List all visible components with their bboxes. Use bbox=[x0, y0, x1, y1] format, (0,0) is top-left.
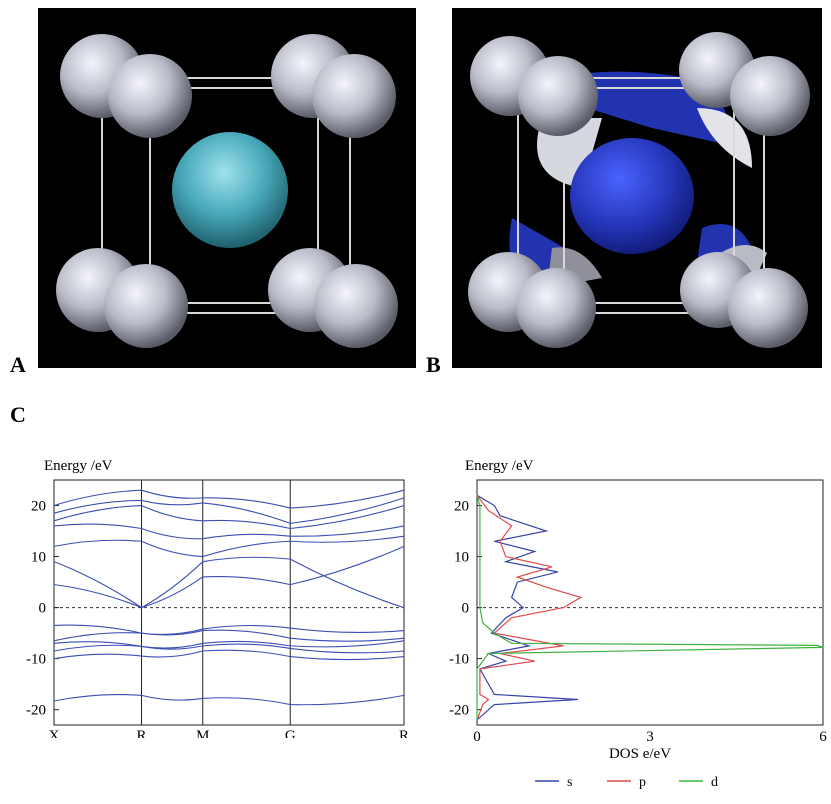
band-line bbox=[53, 523, 405, 540]
band-line bbox=[53, 556, 405, 609]
corner-atom bbox=[518, 56, 598, 136]
corner-atom bbox=[104, 264, 188, 348]
y-tick-label: -20 bbox=[449, 703, 469, 719]
x-tick-label: X bbox=[49, 728, 60, 738]
band-line bbox=[53, 497, 405, 524]
dos-curve-d bbox=[476, 495, 824, 720]
panel-b-svg bbox=[468, 32, 810, 348]
dos-curve-s bbox=[476, 494, 578, 721]
y-tick-label: 20 bbox=[454, 499, 469, 515]
panel-b-isosurface bbox=[452, 8, 822, 368]
band-line bbox=[53, 535, 405, 558]
band-line bbox=[53, 629, 405, 642]
dos-curve-p bbox=[476, 494, 583, 721]
corner-atom bbox=[516, 268, 596, 348]
band-line bbox=[53, 694, 405, 706]
x-tick-label: R bbox=[136, 728, 146, 738]
band-line bbox=[53, 624, 405, 635]
panel-a-crystal-structure bbox=[38, 8, 416, 368]
corner-atom bbox=[312, 54, 396, 138]
corner-atom bbox=[108, 54, 192, 138]
plot-frame bbox=[53, 479, 405, 726]
y-tick-label: 0 bbox=[462, 601, 470, 617]
x-axis-label: DOS e/eV bbox=[609, 746, 671, 762]
y-tick-label: -10 bbox=[26, 652, 46, 668]
panel-a-svg bbox=[56, 34, 398, 348]
y-axis-label: Energy /eV bbox=[465, 458, 534, 474]
x-tick-label: R bbox=[399, 728, 409, 738]
band-line bbox=[53, 489, 405, 509]
center-atom bbox=[172, 132, 288, 248]
x-tick-label: M bbox=[196, 728, 209, 738]
legend-label-p: p bbox=[639, 775, 646, 790]
central-isosurface bbox=[570, 138, 694, 254]
band-line bbox=[53, 504, 405, 530]
legend-label-s: s bbox=[567, 775, 572, 790]
band-line bbox=[53, 649, 405, 661]
band-structure-chart: Energy /eV 20 10 0 -10 -20X R M G R bbox=[26, 458, 409, 738]
y-tick-label: 20 bbox=[31, 499, 46, 515]
corner-atom bbox=[728, 268, 808, 348]
panel-a-label: A bbox=[10, 352, 26, 377]
y-axis-label: Energy /eV bbox=[44, 458, 113, 474]
x-tick-label: 0 bbox=[473, 729, 481, 745]
plot-frame bbox=[476, 479, 824, 726]
corner-atom bbox=[730, 56, 810, 136]
white-section bbox=[697, 108, 752, 168]
x-tick-label: 3 bbox=[646, 729, 654, 745]
legend-label-d: d bbox=[711, 775, 718, 790]
corner-atom bbox=[314, 264, 398, 348]
band-line bbox=[53, 643, 405, 654]
x-tick-label: 6 bbox=[819, 729, 827, 745]
y-tick-label: 10 bbox=[31, 550, 46, 566]
y-tick-label: -20 bbox=[26, 703, 46, 719]
x-tick-label: G bbox=[285, 728, 296, 738]
band-line bbox=[53, 640, 405, 649]
panel-c-label: C bbox=[10, 402, 26, 427]
panel-b-label: B bbox=[426, 352, 441, 377]
band-line bbox=[53, 545, 405, 609]
y-tick-label: 10 bbox=[454, 550, 469, 566]
unit-cell-lines bbox=[517, 77, 765, 314]
y-tick-label: -10 bbox=[449, 652, 469, 668]
y-tick-label: 0 bbox=[39, 601, 47, 617]
